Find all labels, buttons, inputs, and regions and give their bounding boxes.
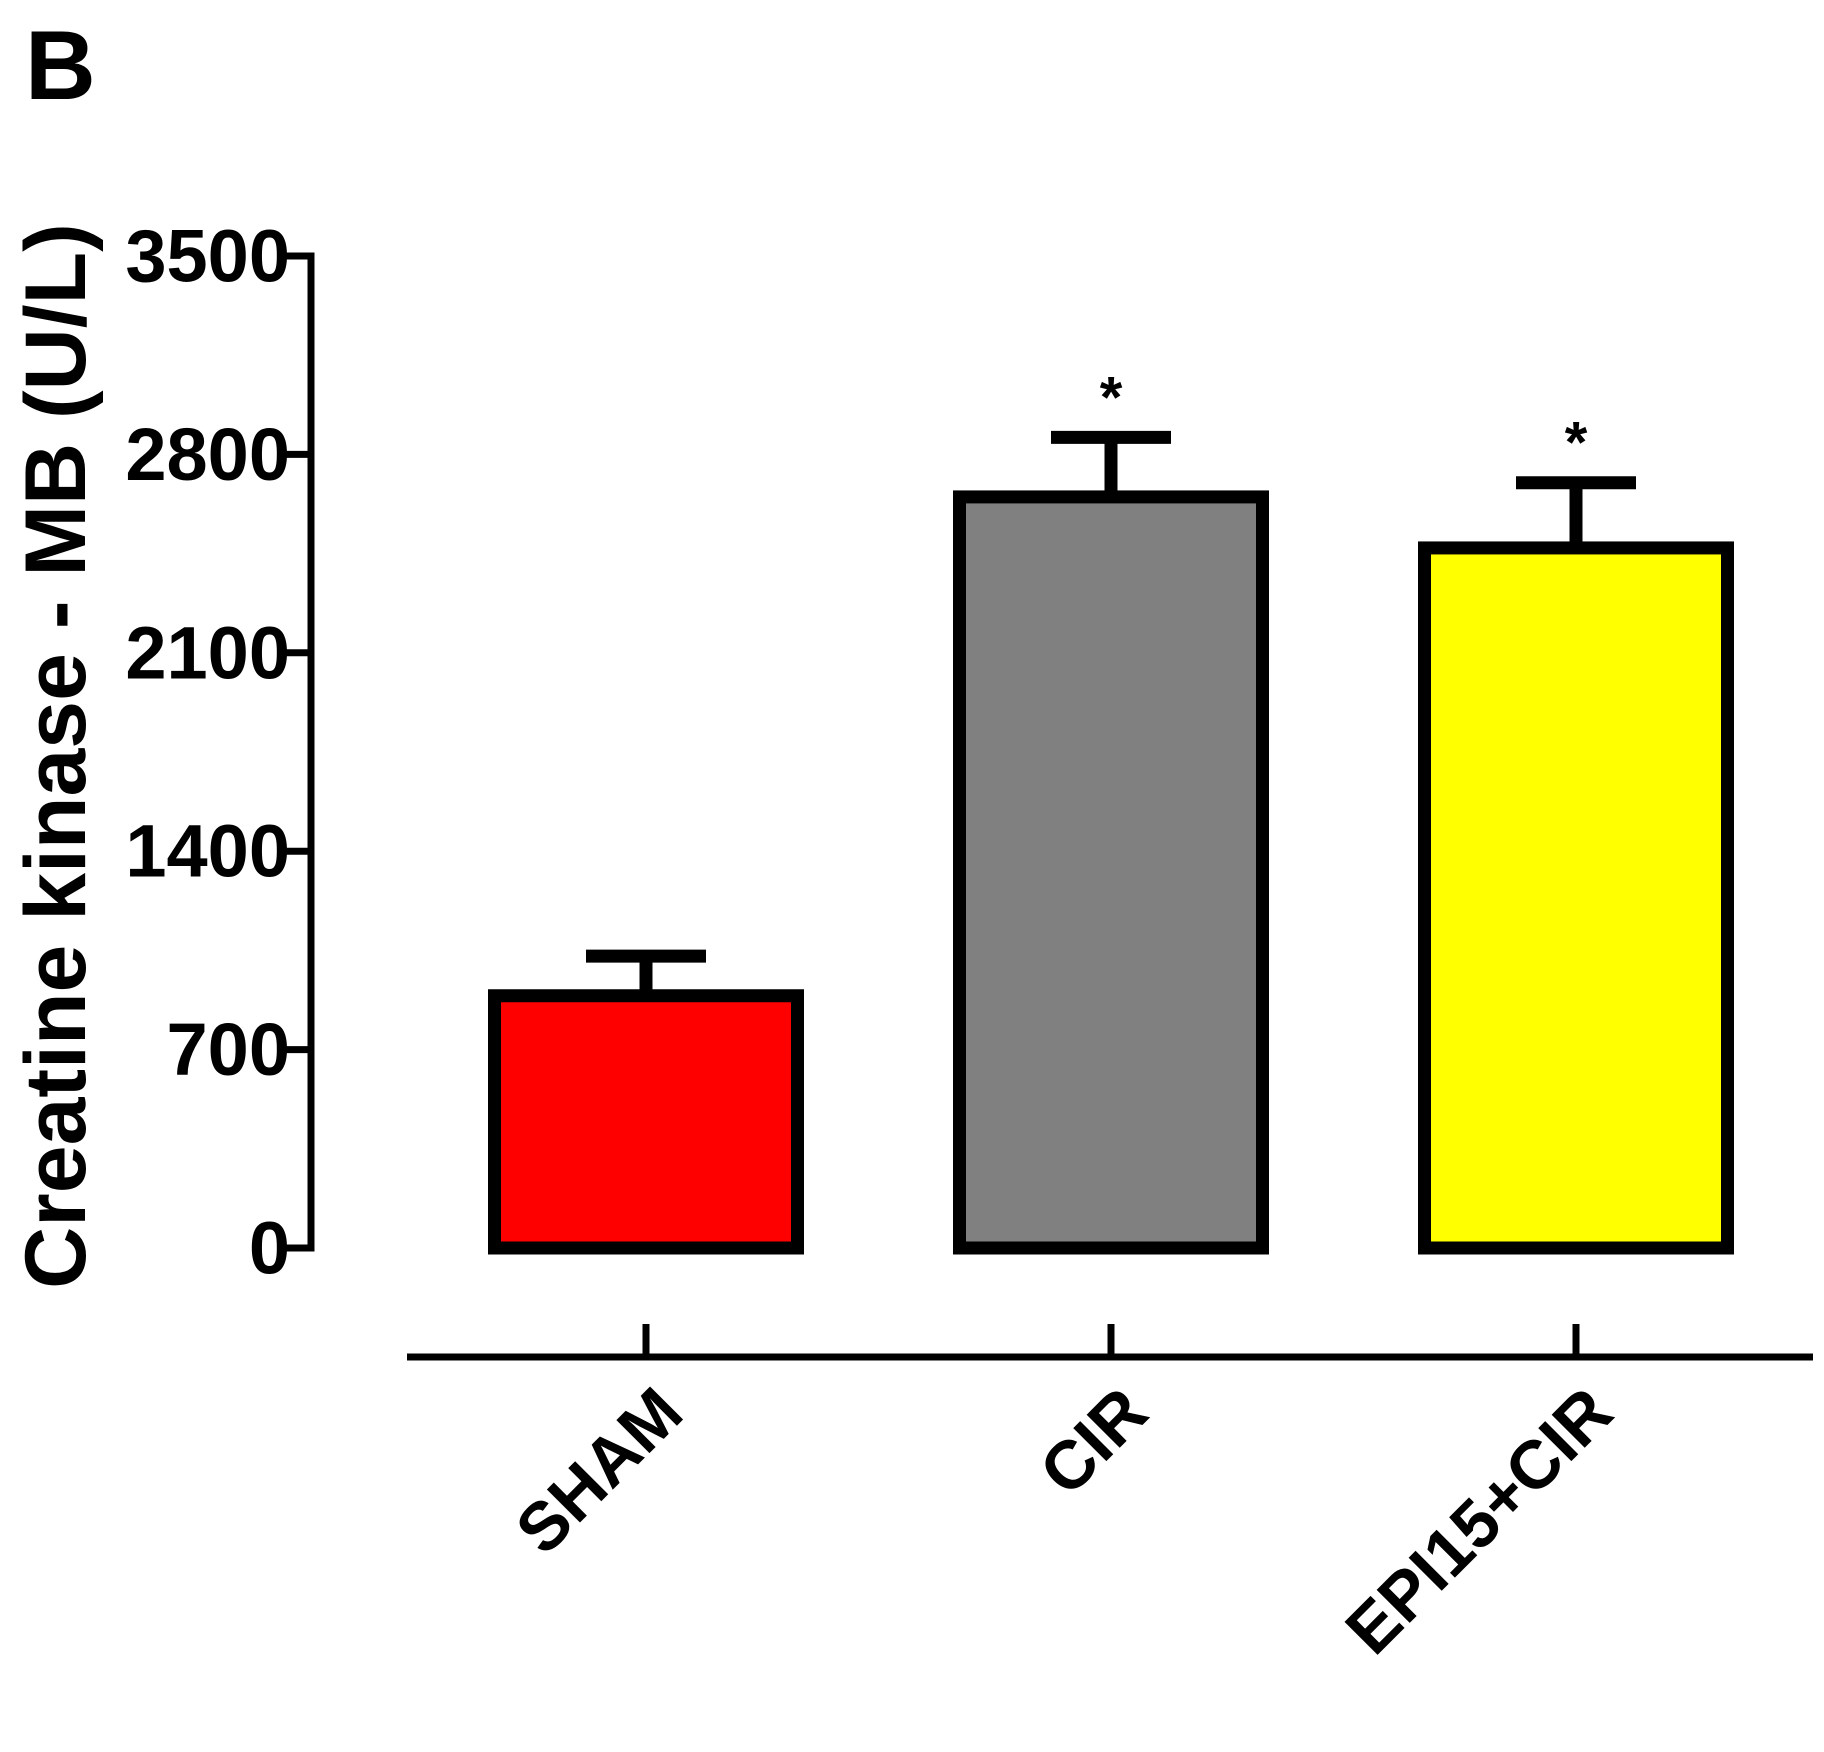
significance-star: * bbox=[1100, 365, 1123, 430]
significance-marks: ** bbox=[1100, 365, 1588, 475]
y-tick-label: 0 bbox=[249, 1207, 290, 1290]
bar bbox=[1418, 541, 1734, 1255]
panel-label: B bbox=[25, 10, 96, 120]
y-tick-label: 3500 bbox=[125, 215, 290, 298]
x-tick-label: EPI15+CIR bbox=[1331, 1373, 1627, 1669]
x-tick-label: SHAM bbox=[502, 1373, 697, 1568]
x-tick-label: CIR bbox=[1025, 1373, 1162, 1510]
significance-star: * bbox=[1565, 411, 1588, 476]
y-axis-label: Creatine kinase - MB (U/L) bbox=[8, 223, 104, 1289]
error-bars bbox=[586, 430, 1636, 996]
x-axis bbox=[407, 1324, 1813, 1361]
y-tick-label: 2800 bbox=[125, 413, 290, 496]
y-tick-label: 1400 bbox=[125, 810, 290, 893]
y-axis: 0 700 1400 2100 2800 3500 bbox=[125, 215, 315, 1290]
bars bbox=[488, 490, 1734, 1255]
y-tick-label: 2100 bbox=[125, 611, 290, 694]
bar bbox=[953, 490, 1269, 1255]
bar bbox=[488, 989, 804, 1255]
y-tick-label: 700 bbox=[167, 1008, 290, 1091]
x-tick-labels: SHAM CIR EPI15+CIR bbox=[502, 1373, 1627, 1669]
